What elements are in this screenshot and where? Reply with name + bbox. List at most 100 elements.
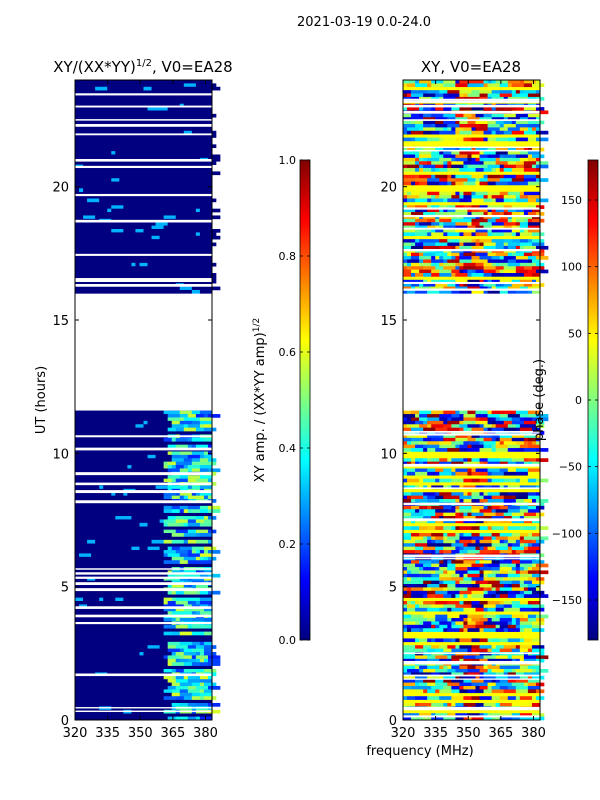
heatmap-cell xyxy=(151,577,156,581)
heatmap-cell xyxy=(423,266,436,270)
heatmap-cell xyxy=(459,130,472,135)
flagged-row xyxy=(75,606,212,609)
heatmap-cell xyxy=(467,550,480,554)
heatmap-cell xyxy=(147,188,160,193)
heatmap-cell xyxy=(507,492,517,496)
heatmap-cell xyxy=(503,120,513,125)
heatmap-cell xyxy=(83,451,96,456)
heatmap-cell xyxy=(147,682,160,687)
heatmap-cell xyxy=(491,215,501,220)
heatmap-cell xyxy=(83,533,96,537)
heatmap-cell xyxy=(423,215,436,220)
heatmap-cell xyxy=(111,696,120,700)
heatmap-cell xyxy=(471,195,484,199)
heatmap-cell xyxy=(475,607,484,612)
heatmap-cell xyxy=(427,420,432,425)
heatmap-cell xyxy=(459,580,472,585)
heatmap-cell xyxy=(131,607,136,612)
heatmap-cell xyxy=(495,536,509,541)
heatmap-cell xyxy=(427,584,440,588)
heatmap-cell xyxy=(419,256,432,260)
heatmap-cell xyxy=(107,266,116,270)
heatmap-cell xyxy=(75,427,84,432)
heatmap-cell xyxy=(183,604,193,609)
heatmap-cell xyxy=(439,279,448,284)
heatmap-cell xyxy=(479,161,484,165)
heatmap-cell xyxy=(83,120,88,125)
heatmap-cell xyxy=(431,113,444,118)
heatmap-cell xyxy=(135,451,144,456)
heatmap-cell xyxy=(447,624,452,629)
heatmap-cell xyxy=(459,256,472,260)
heatmap-cell xyxy=(123,492,128,496)
heatmap-cell xyxy=(135,266,140,270)
heatmap-cell xyxy=(191,509,201,513)
heatmap-cell xyxy=(75,417,84,422)
heatmap-cell xyxy=(463,191,472,196)
heatmap-cell xyxy=(139,178,144,182)
heatmap-cell xyxy=(419,505,428,510)
heatmap-cell xyxy=(147,478,156,483)
heatmap-cell xyxy=(147,171,160,176)
heatmap-cell xyxy=(467,181,476,186)
heatmap-cell xyxy=(531,191,541,196)
heatmap-cell xyxy=(439,181,448,186)
heatmap-cell xyxy=(123,161,136,165)
heatmap-cell xyxy=(471,289,484,294)
heatmap-cell xyxy=(411,512,424,517)
heatmap-cell xyxy=(131,273,136,277)
heatmap-cell xyxy=(471,492,480,496)
heatmap-cell xyxy=(515,590,521,595)
heatmap-cell xyxy=(139,427,148,432)
heatmap-cell xyxy=(75,222,80,226)
heatmap-cell xyxy=(495,682,505,687)
heatmap-cell xyxy=(463,266,476,270)
heatmap-cell xyxy=(507,526,521,530)
heatmap-cell xyxy=(531,461,541,466)
heatmap-cell xyxy=(159,107,168,111)
heatmap-cell xyxy=(195,645,205,649)
heatmap-cell xyxy=(115,134,128,138)
heatmap-cell xyxy=(115,618,120,622)
heatmap-cell xyxy=(523,107,537,111)
heatmap-cell xyxy=(455,83,468,88)
heatmap-cell xyxy=(411,120,416,125)
heatmap-cell xyxy=(91,242,104,247)
heatmap-cell xyxy=(419,604,432,609)
heatmap-cell xyxy=(483,266,496,270)
heatmap-cell xyxy=(499,164,505,169)
heatmap-cell xyxy=(451,560,464,564)
heatmap-cell xyxy=(199,454,205,459)
heatmap-cell xyxy=(199,533,213,537)
heatmap-cell xyxy=(83,100,96,105)
heatmap-cell xyxy=(91,96,100,101)
heatmap-cell xyxy=(143,147,148,152)
heatmap-cell xyxy=(159,427,168,432)
heatmap-cell xyxy=(523,266,533,270)
heatmap-cell xyxy=(75,692,88,697)
heatmap-cell xyxy=(171,130,185,135)
heatmap-cell xyxy=(139,417,144,422)
heatmap-cell xyxy=(403,178,416,182)
heatmap-cell xyxy=(411,266,424,270)
heatmap-cell xyxy=(527,505,537,510)
heatmap-cell xyxy=(151,266,164,270)
heatmap-cell xyxy=(495,252,509,257)
heatmap-cell xyxy=(511,516,521,520)
heatmap-cell xyxy=(487,573,492,578)
heatmap-cell xyxy=(431,539,436,544)
heatmap-cell xyxy=(495,604,505,609)
heatmap-cell xyxy=(75,679,80,683)
heatmap-cell xyxy=(503,239,513,243)
heatmap-cell xyxy=(523,228,529,233)
heatmap-cell xyxy=(147,604,160,609)
heatmap-cell xyxy=(519,431,533,435)
heatmap-cell xyxy=(411,242,416,247)
heatmap-cell xyxy=(471,658,480,663)
heatmap-cell xyxy=(495,283,505,287)
heatmap-cell xyxy=(191,215,201,220)
heatmap-cell xyxy=(135,461,148,466)
heatmap-cell xyxy=(427,218,436,223)
heatmap-cell xyxy=(415,90,428,94)
heatmap-cell xyxy=(75,174,80,179)
